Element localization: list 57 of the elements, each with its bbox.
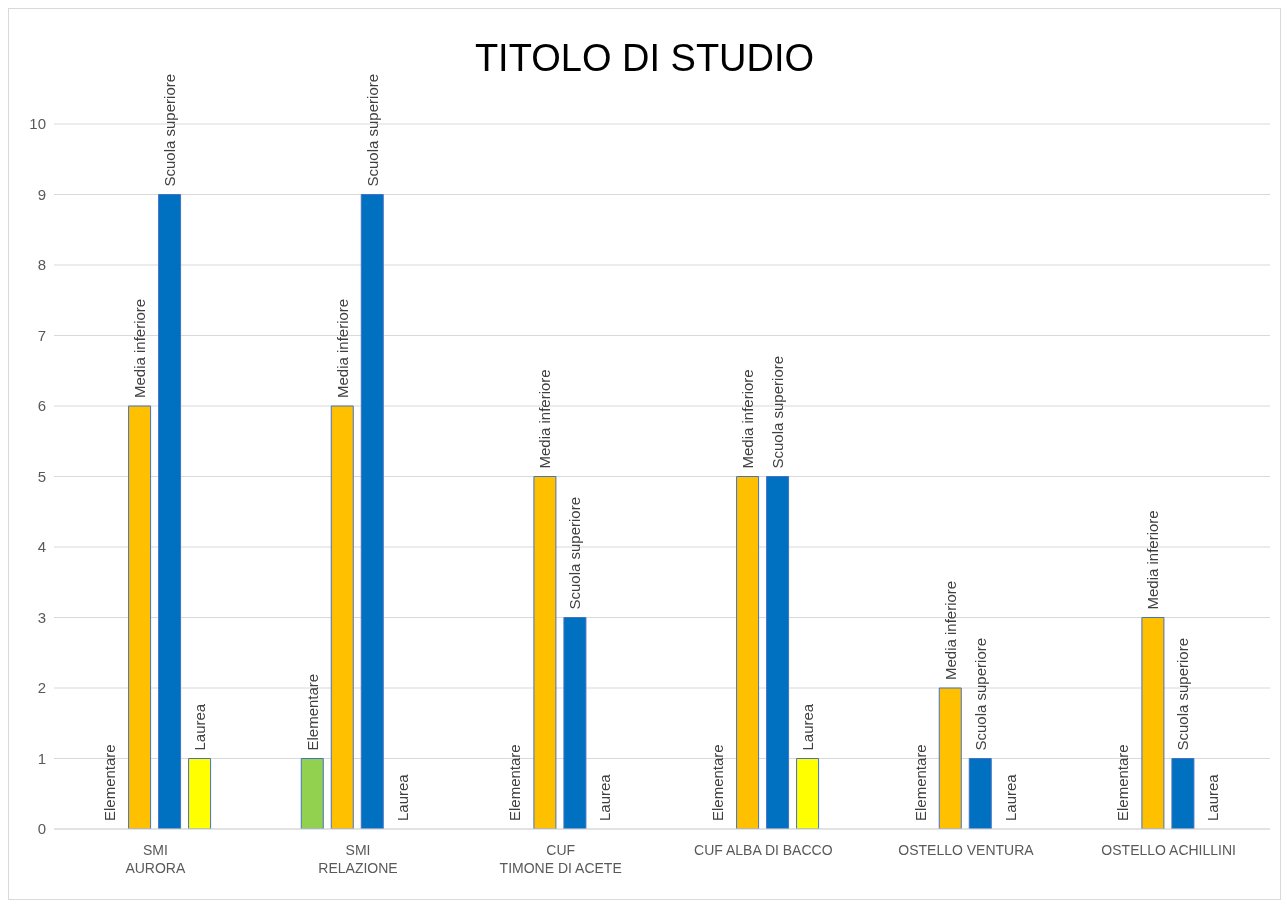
x-tick-label: CUF ALBA DI BACCO [694, 842, 833, 858]
y-tick-label: 1 [37, 749, 46, 767]
bar [1171, 758, 1195, 829]
x-tick-label: SMI RELAZIONE [318, 842, 398, 876]
bar [766, 476, 790, 829]
text: Elementare [911, 744, 929, 821]
text: Laurea [1001, 774, 1019, 821]
text: Media inferiore [941, 580, 959, 680]
bar [736, 476, 760, 829]
text: Scuola superiore [971, 637, 989, 751]
y-tick-label: 7 [37, 326, 46, 344]
text: Laurea [191, 703, 209, 751]
text: Elementare [506, 744, 524, 821]
text: Media inferiore [131, 298, 149, 398]
bar [968, 758, 992, 829]
text: Laurea [393, 774, 411, 821]
y-tick-label: 6 [37, 397, 46, 415]
x-tick-label: OSTELLO ACHILLINI [1101, 842, 1236, 858]
x-tick-label: CUF TIMONE DI ACETE [499, 842, 622, 876]
text: Scuola superiore [566, 496, 584, 610]
bar [330, 405, 354, 829]
bar [796, 758, 820, 829]
y-tick-label: 5 [37, 467, 46, 485]
bar [188, 758, 212, 829]
bar [300, 758, 324, 829]
bar [563, 617, 587, 829]
bar [128, 405, 152, 829]
text: Laurea [1204, 774, 1222, 821]
y-tick-label: 3 [37, 608, 46, 626]
y-tick-label: 8 [37, 256, 46, 274]
text: Media inferiore [333, 298, 351, 398]
text: Scuola superiore [1174, 637, 1192, 751]
y-tick-label: 10 [29, 115, 46, 133]
chart-title: TITOLO DI STUDIO [474, 37, 815, 79]
text: Laurea [596, 774, 614, 821]
y-tick-label: 4 [37, 538, 46, 556]
x-tick-label: SMI AURORA [125, 842, 186, 876]
text: Media inferiore [739, 369, 757, 469]
text: Laurea [799, 703, 817, 751]
y-tick-label: 2 [37, 679, 46, 697]
text: Elementare [303, 673, 321, 751]
text: Scuola superiore [161, 73, 179, 187]
text: Scuola superiore [769, 355, 787, 469]
bar [1141, 617, 1165, 829]
text: Elementare [709, 744, 727, 821]
text: Scuola superiore [363, 73, 381, 187]
text: Media inferiore [536, 369, 554, 469]
bar [158, 194, 182, 829]
text: Media inferiore [1144, 510, 1162, 610]
bar [533, 476, 557, 829]
text: Elementare [101, 744, 119, 821]
x-tick-label: OSTELLO VENTURA [898, 842, 1035, 858]
bar [938, 687, 962, 829]
y-tick-label: 9 [37, 185, 46, 203]
bar [360, 194, 384, 829]
y-tick-label: 0 [37, 820, 46, 838]
text: Elementare [1114, 744, 1132, 821]
